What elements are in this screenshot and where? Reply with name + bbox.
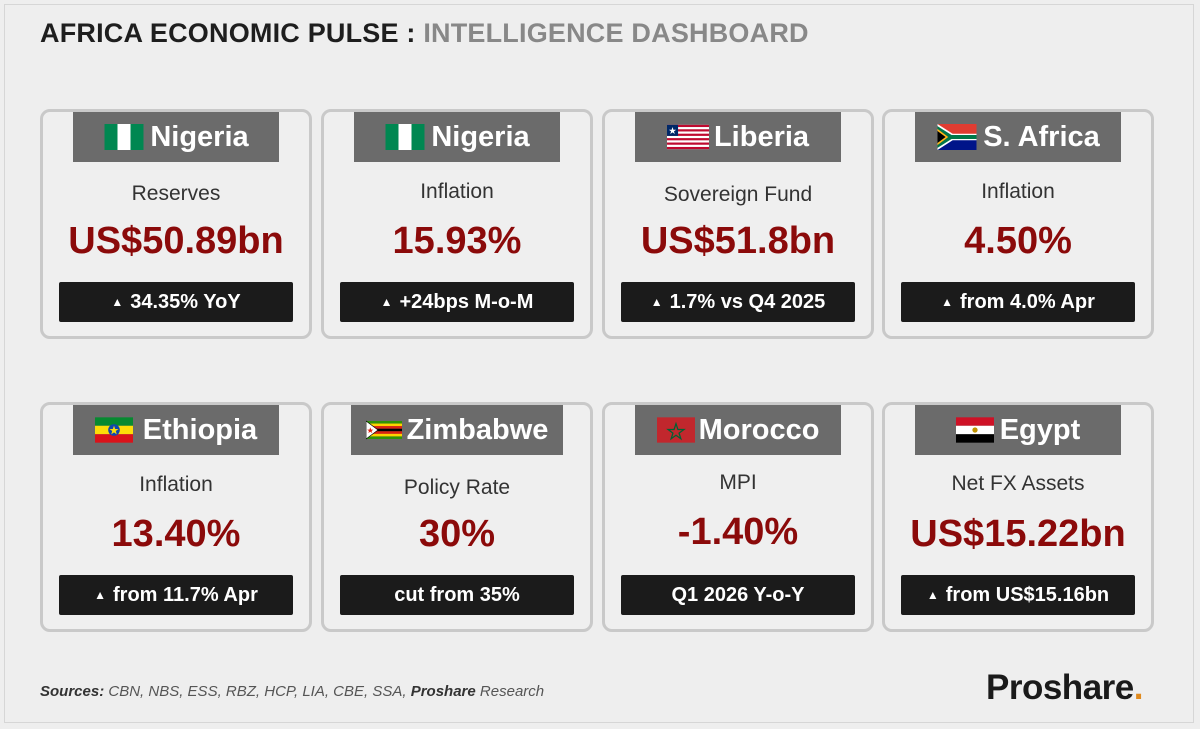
- metric-value: US$15.22bn: [910, 513, 1126, 555]
- card-nigeria-reserves: Nigeria Reserves US$50.89bn ▲ 34.35% YoY: [40, 109, 312, 339]
- ethiopia-flag-icon: [94, 417, 133, 443]
- card-liberia-fund: Liberia Sovereign Fund US$51.8bn ▲ 1.7% …: [602, 109, 874, 339]
- metric-value: US$50.89bn: [68, 220, 284, 262]
- card-egypt-net-fx: Egypt Net FX Assets US$15.22bn ▲ from US…: [882, 402, 1154, 632]
- nigeria-flag-icon: [385, 124, 425, 150]
- title-sub: INTELLIGENCE DASHBOARD: [423, 18, 809, 48]
- country-tab: Egypt: [915, 405, 1121, 455]
- card-zimbabwe-policy-rate: Zimbabwe Policy Rate 30% cut from 35%: [321, 402, 593, 632]
- change-badge: ▲ +24bps M-o-M: [340, 282, 574, 322]
- badge-text: 1.7% vs Q4 2025: [669, 290, 826, 313]
- metric-value: 15.93%: [392, 220, 522, 262]
- country-name: Nigeria: [431, 120, 530, 153]
- metric-label: Inflation: [420, 180, 494, 203]
- card-morocco-mpi: Morocco MPI -1.40% Q1 2026 Y-o-Y: [602, 402, 874, 632]
- up-arrow-icon: ▲: [926, 588, 939, 602]
- country-tab: Zimbabwe: [351, 405, 563, 455]
- up-arrow-icon: ▲: [650, 295, 663, 309]
- metric-label: Reserves: [131, 182, 221, 205]
- metric-label: MPI: [719, 471, 757, 494]
- change-badge: ▲ 34.35% YoY: [59, 282, 293, 322]
- country-tab: Morocco: [635, 405, 841, 455]
- country-tab: Ethiopia: [73, 405, 279, 455]
- change-badge: ▲ from 4.0% Apr: [901, 282, 1135, 322]
- country-name: Liberia: [713, 120, 810, 153]
- country-tab: Nigeria: [73, 112, 279, 162]
- change-badge: cut from 35%: [340, 575, 574, 615]
- country-name: Zimbabwe: [406, 413, 549, 446]
- morocco-flag-icon: [656, 417, 695, 443]
- nigeria-flag-icon: [104, 124, 144, 150]
- sources-suffix: Research: [479, 683, 545, 700]
- metric-label: Net FX Assets: [951, 472, 1085, 495]
- country-tab: S. Africa: [915, 112, 1121, 162]
- south-africa-flag-icon: [937, 124, 977, 150]
- card-ethiopia-inflation: Ethiopia Inflation 13.40% ▲ from 11.7% A…: [40, 402, 312, 632]
- metric-value: -1.40%: [677, 511, 799, 553]
- country-tab: Nigeria: [354, 112, 560, 162]
- sources-list: CBN, NBS, ESS, RBZ, HCP, LIA, CBE, SSA,: [108, 683, 407, 700]
- metric-label: Inflation: [139, 473, 213, 496]
- title-main: AFRICA ECONOMIC PULSE :: [40, 18, 416, 48]
- up-arrow-icon: ▲: [111, 295, 124, 309]
- metric-value: 30%: [418, 513, 496, 555]
- change-badge: ▲ from US$15.16bn: [901, 575, 1135, 615]
- up-arrow-icon: ▲: [380, 295, 393, 309]
- proshare-logo: Proshare.: [986, 668, 1143, 708]
- badge-text: from US$15.16bn: [945, 583, 1110, 606]
- change-badge: ▲ from 11.7% Apr: [59, 575, 293, 615]
- country-name: Nigeria: [150, 120, 249, 153]
- badge-text: from 11.7% Apr: [113, 583, 258, 606]
- badge-text: from 4.0% Apr: [960, 290, 1095, 313]
- country-name: Ethiopia: [142, 413, 258, 446]
- logo-text: Proshare: [986, 668, 1134, 707]
- change-badge: ▲ 1.7% vs Q4 2025: [621, 282, 855, 322]
- metric-value: 4.50%: [964, 220, 1072, 262]
- egypt-flag-icon: [955, 417, 994, 443]
- liberia-flag-icon: [666, 124, 709, 150]
- sources-brand: Proshare: [410, 683, 476, 700]
- metric-value: US$51.8bn: [640, 220, 836, 262]
- sources-note: Sources: CBN, NBS, ESS, RBZ, HCP, LIA, C…: [40, 683, 544, 700]
- metric-label: Sovereign Fund: [663, 183, 813, 206]
- country-name: Morocco: [698, 413, 820, 446]
- card-nigeria-inflation: Nigeria Inflation 15.93% ▲ +24bps M-o-M: [321, 109, 593, 339]
- badge-text: Q1 2026 Y-o-Y: [671, 583, 805, 606]
- metric-label: Inflation: [981, 180, 1055, 203]
- country-name: S. Africa: [983, 120, 1100, 153]
- card-south-africa-inflation: S. Africa Inflation 4.50% ▲ from 4.0% Ap…: [882, 109, 1154, 339]
- badge-text: +24bps M-o-M: [399, 290, 534, 313]
- badge-text: cut from 35%: [394, 583, 520, 606]
- up-arrow-icon: ▲: [94, 588, 106, 602]
- zimbabwe-flag-icon: [365, 420, 402, 440]
- metric-value: 13.40%: [111, 513, 241, 555]
- badge-text: 34.35% YoY: [130, 290, 241, 313]
- country-name: Egypt: [999, 413, 1081, 446]
- up-arrow-icon: ▲: [941, 295, 954, 309]
- logo-dot: .: [1133, 668, 1144, 707]
- change-badge: Q1 2026 Y-o-Y: [621, 575, 855, 615]
- metric-label: Policy Rate: [403, 476, 511, 499]
- country-tab: Liberia: [635, 112, 841, 162]
- sources-label: Sources:: [40, 683, 105, 700]
- page-title: AFRICA ECONOMIC PULSE : INTELLIGENCE DAS…: [40, 18, 809, 49]
